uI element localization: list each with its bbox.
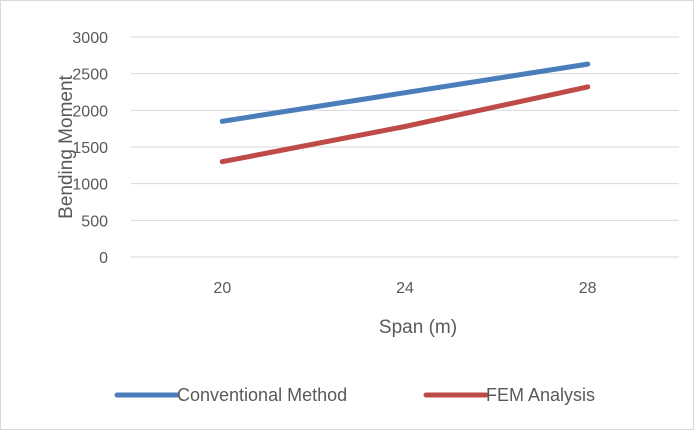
data-point — [219, 159, 225, 165]
legend-label: FEM Analysis — [486, 385, 595, 405]
y-axis-title: Bending Moment — [56, 74, 77, 218]
x-tick-label: 20 — [213, 280, 231, 297]
data-point — [402, 90, 408, 96]
data-point — [585, 84, 591, 90]
data-point — [219, 118, 225, 124]
series-lines — [219, 61, 591, 165]
y-tick-label: 2000 — [72, 103, 108, 120]
x-tick-label: 28 — [579, 280, 597, 297]
y-tick-label: 2500 — [72, 67, 108, 84]
y-tick-label: 0 — [99, 250, 108, 267]
gridlines — [131, 36, 679, 258]
y-tick-label: 1000 — [72, 177, 108, 194]
legend: Conventional Method FEM Analysis — [114, 385, 595, 405]
data-point — [402, 123, 408, 129]
y-tick-label: 3000 — [72, 30, 108, 47]
legend-label: Conventional Method — [177, 385, 347, 405]
y-tick-label: 500 — [81, 213, 108, 230]
data-point — [585, 61, 591, 67]
x-tick-label: 24 — [396, 280, 414, 297]
x-tick-labels: 20 24 28 — [213, 280, 596, 297]
y-tick-labels: 0 500 1000 1500 2000 2500 3000 — [72, 30, 108, 267]
x-axis-title: Span (m) — [379, 317, 457, 338]
y-tick-label: 1500 — [72, 140, 108, 157]
